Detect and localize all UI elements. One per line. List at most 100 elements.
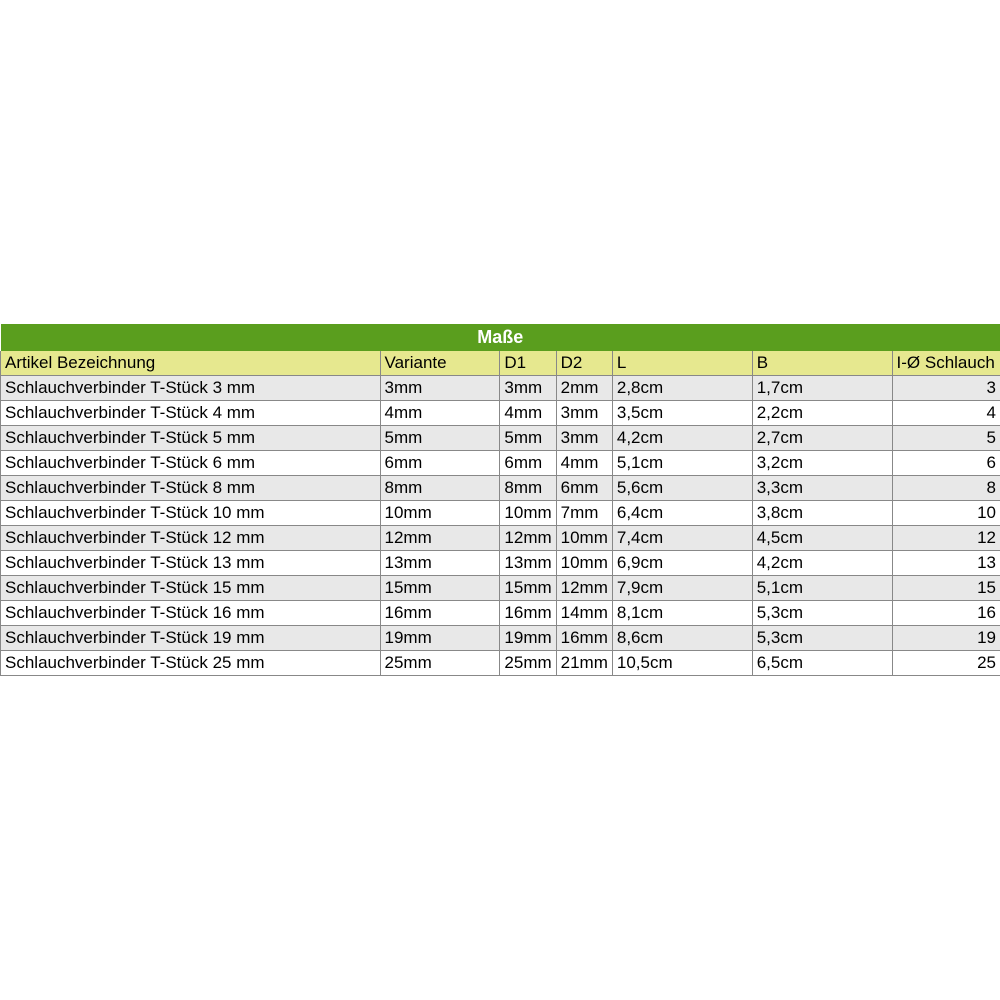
- cell-d2: 2mm: [556, 376, 612, 401]
- cell-variante: 19mm: [380, 626, 500, 651]
- cell-d1: 16mm: [500, 601, 556, 626]
- cell-l: 5,6cm: [612, 476, 752, 501]
- cell-artikel: Schlauchverbinder T-Stück 4 mm: [1, 401, 381, 426]
- cell-d1: 4mm: [500, 401, 556, 426]
- cell-schlauch: 25: [892, 651, 1000, 676]
- table-row: Schlauchverbinder T-Stück 5 mm5mm5mm3mm4…: [1, 426, 1000, 451]
- cell-d1: 15mm: [500, 576, 556, 601]
- cell-artikel: Schlauchverbinder T-Stück 6 mm: [1, 451, 381, 476]
- cell-b: 5,1cm: [752, 576, 892, 601]
- cell-artikel: Schlauchverbinder T-Stück 15 mm: [1, 576, 381, 601]
- table-row: Schlauchverbinder T-Stück 16 mm16mm16mm1…: [1, 601, 1000, 626]
- cell-schlauch: 6: [892, 451, 1000, 476]
- cell-b: 4,2cm: [752, 551, 892, 576]
- cell-d2: 10mm: [556, 551, 612, 576]
- cell-variante: 12mm: [380, 526, 500, 551]
- cell-artikel: Schlauchverbinder T-Stück 12 mm: [1, 526, 381, 551]
- cell-b: 5,3cm: [752, 601, 892, 626]
- cell-variante: 8mm: [380, 476, 500, 501]
- table-title-row: Maße: [1, 324, 1000, 351]
- table-row: Schlauchverbinder T-Stück 19 mm19mm19mm1…: [1, 626, 1000, 651]
- cell-variante: 25mm: [380, 651, 500, 676]
- cell-artikel: Schlauchverbinder T-Stück 5 mm: [1, 426, 381, 451]
- cell-b: 3,2cm: [752, 451, 892, 476]
- table-row: Schlauchverbinder T-Stück 4 mm4mm4mm3mm3…: [1, 401, 1000, 426]
- cell-d1: 6mm: [500, 451, 556, 476]
- cell-artikel: Schlauchverbinder T-Stück 25 mm: [1, 651, 381, 676]
- cell-b: 2,2cm: [752, 401, 892, 426]
- cell-variante: 15mm: [380, 576, 500, 601]
- cell-d2: 7mm: [556, 501, 612, 526]
- cell-artikel: Schlauchverbinder T-Stück 13 mm: [1, 551, 381, 576]
- cell-schlauch: 16: [892, 601, 1000, 626]
- cell-variante: 10mm: [380, 501, 500, 526]
- cell-artikel: Schlauchverbinder T-Stück 3 mm: [1, 376, 381, 401]
- cell-d1: 10mm: [500, 501, 556, 526]
- cell-variante: 13mm: [380, 551, 500, 576]
- dimensions-table: Maße Artikel Bezeichnung Variante D1 D2 …: [0, 324, 1000, 676]
- dimensions-table-container: Maße Artikel Bezeichnung Variante D1 D2 …: [0, 324, 1000, 676]
- cell-b: 1,7cm: [752, 376, 892, 401]
- cell-schlauch: 12: [892, 526, 1000, 551]
- cell-schlauch: 8: [892, 476, 1000, 501]
- cell-variante: 16mm: [380, 601, 500, 626]
- cell-l: 5,1cm: [612, 451, 752, 476]
- cell-b: 6,5cm: [752, 651, 892, 676]
- cell-d2: 21mm: [556, 651, 612, 676]
- cell-d2: 6mm: [556, 476, 612, 501]
- table-row: Schlauchverbinder T-Stück 25 mm25mm25mm2…: [1, 651, 1000, 676]
- cell-l: 4,2cm: [612, 426, 752, 451]
- table-row: Schlauchverbinder T-Stück 13 mm13mm13mm1…: [1, 551, 1000, 576]
- cell-d1: 8mm: [500, 476, 556, 501]
- cell-l: 8,1cm: [612, 601, 752, 626]
- header-variante: Variante: [380, 351, 500, 376]
- cell-l: 7,4cm: [612, 526, 752, 551]
- cell-artikel: Schlauchverbinder T-Stück 19 mm: [1, 626, 381, 651]
- cell-variante: 5mm: [380, 426, 500, 451]
- cell-l: 6,4cm: [612, 501, 752, 526]
- header-b: B: [752, 351, 892, 376]
- table-row: Schlauchverbinder T-Stück 3 mm3mm3mm2mm2…: [1, 376, 1000, 401]
- cell-d2: 16mm: [556, 626, 612, 651]
- cell-b: 3,3cm: [752, 476, 892, 501]
- table-title: Maße: [1, 324, 1000, 351]
- cell-l: 7,9cm: [612, 576, 752, 601]
- cell-d2: 3mm: [556, 401, 612, 426]
- header-d2: D2: [556, 351, 612, 376]
- cell-d2: 10mm: [556, 526, 612, 551]
- cell-d1: 5mm: [500, 426, 556, 451]
- cell-d2: 4mm: [556, 451, 612, 476]
- header-artikel: Artikel Bezeichnung: [1, 351, 381, 376]
- table-row: Schlauchverbinder T-Stück 6 mm6mm6mm4mm5…: [1, 451, 1000, 476]
- cell-variante: 3mm: [380, 376, 500, 401]
- cell-d2: 3mm: [556, 426, 612, 451]
- cell-d1: 12mm: [500, 526, 556, 551]
- cell-artikel: Schlauchverbinder T-Stück 16 mm: [1, 601, 381, 626]
- cell-d1: 3mm: [500, 376, 556, 401]
- cell-d1: 19mm: [500, 626, 556, 651]
- cell-l: 2,8cm: [612, 376, 752, 401]
- table-row: Schlauchverbinder T-Stück 10 mm10mm10mm7…: [1, 501, 1000, 526]
- cell-variante: 4mm: [380, 401, 500, 426]
- cell-l: 8,6cm: [612, 626, 752, 651]
- cell-variante: 6mm: [380, 451, 500, 476]
- cell-b: 4,5cm: [752, 526, 892, 551]
- cell-l: 6,9cm: [612, 551, 752, 576]
- cell-b: 5,3cm: [752, 626, 892, 651]
- cell-d2: 12mm: [556, 576, 612, 601]
- cell-schlauch: 15: [892, 576, 1000, 601]
- cell-d1: 13mm: [500, 551, 556, 576]
- table-row: Schlauchverbinder T-Stück 12 mm12mm12mm1…: [1, 526, 1000, 551]
- cell-schlauch: 4: [892, 401, 1000, 426]
- cell-artikel: Schlauchverbinder T-Stück 10 mm: [1, 501, 381, 526]
- header-d1: D1: [500, 351, 556, 376]
- table-row: Schlauchverbinder T-Stück 8 mm8mm8mm6mm5…: [1, 476, 1000, 501]
- cell-schlauch: 3: [892, 376, 1000, 401]
- cell-artikel: Schlauchverbinder T-Stück 8 mm: [1, 476, 381, 501]
- cell-l: 3,5cm: [612, 401, 752, 426]
- header-schlauch: I-Ø Schlauch: [892, 351, 1000, 376]
- cell-schlauch: 10: [892, 501, 1000, 526]
- cell-b: 2,7cm: [752, 426, 892, 451]
- cell-d2: 14mm: [556, 601, 612, 626]
- table-header-row: Artikel Bezeichnung Variante D1 D2 L B I…: [1, 351, 1000, 376]
